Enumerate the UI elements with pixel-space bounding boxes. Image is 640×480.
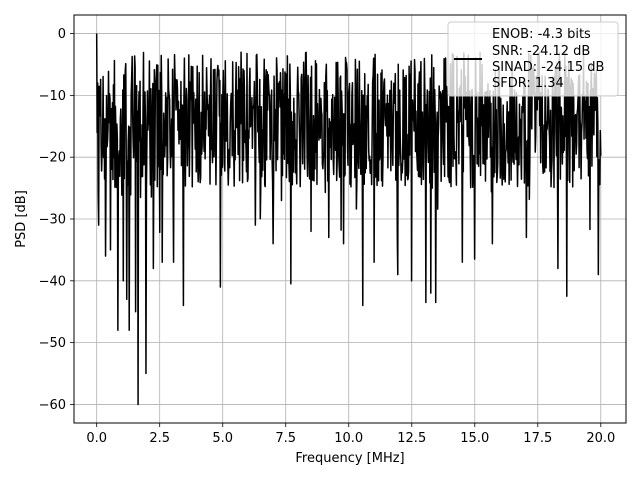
y-tick-label: 0 bbox=[58, 27, 66, 42]
legend-snr: SNR: -24.12 dB bbox=[492, 44, 590, 59]
x-tick-label: 7.5 bbox=[275, 431, 296, 446]
series-layer bbox=[95, 33, 602, 406]
legend-sinad: SINAD: -24.15 dB bbox=[492, 60, 604, 75]
y-tick-label: −20 bbox=[39, 151, 66, 166]
x-tick-label: 0.0 bbox=[86, 431, 107, 446]
x-tick-label: 17.5 bbox=[523, 431, 552, 446]
legend-box bbox=[447, 21, 619, 97]
x-tick-label: 15.0 bbox=[460, 431, 489, 446]
x-axis-label: Frequency [MHz] bbox=[295, 451, 404, 466]
x-tick-label: 20.0 bbox=[586, 431, 615, 446]
y-tick-label: −60 bbox=[39, 398, 66, 413]
x-tick-label: 5.0 bbox=[212, 431, 233, 446]
y-tick-label: −30 bbox=[39, 213, 66, 228]
legend-sfdr: SFDR: 1.34 bbox=[492, 76, 564, 91]
x-tick-label: 2.5 bbox=[149, 431, 170, 446]
legend-enob: ENOB: -4.3 bits bbox=[492, 27, 591, 42]
y-tick-label: −40 bbox=[39, 274, 66, 289]
y-axis-label: PSD [dB] bbox=[14, 190, 29, 248]
x-tick-label: 12.5 bbox=[397, 431, 426, 446]
psd-series-line bbox=[95, 33, 602, 406]
y-tick-label: −50 bbox=[39, 336, 66, 351]
ticks: 0.0 2.5 5.0 7.5 10.0 12.5 15.0 17.5 20.0 0 −10 −20 −… bbox=[39, 27, 616, 446]
x-tick-label: 10.0 bbox=[334, 431, 363, 446]
legend: ENOB: -4.3 bits SNR: -24.12 dB SINAD: -2… bbox=[447, 21, 619, 97]
y-tick-label: −10 bbox=[39, 89, 66, 104]
